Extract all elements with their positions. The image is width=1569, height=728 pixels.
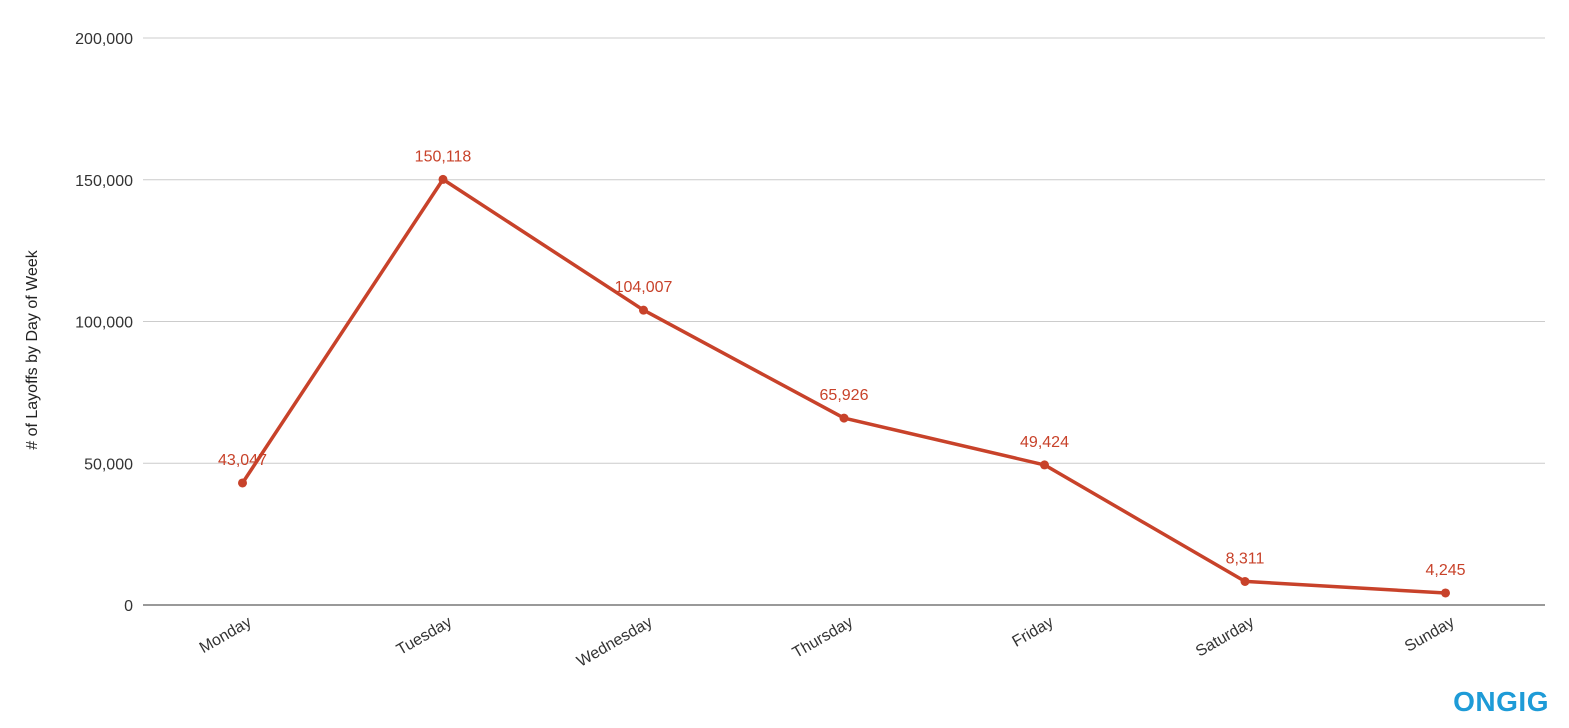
x-tick-label: Monday: [197, 614, 255, 657]
data-label: 65,926: [820, 387, 869, 404]
x-tick-label: Thursday: [790, 614, 856, 662]
x-axis-ticks: Monday Tuesday Wednesday Thursday Friday Satu…: [197, 614, 1458, 671]
y-axis-title: # of Layoffs by Day of Week: [24, 249, 41, 450]
data-point: [238, 478, 247, 488]
data-label: 8,311: [1226, 550, 1265, 567]
data-label: 4,245: [1425, 562, 1465, 579]
y-tick-label: 100,000: [75, 315, 133, 332]
gridlines: [143, 37, 1545, 606]
data-point: [639, 305, 648, 315]
data-label: 49,424: [1020, 434, 1069, 451]
data-point: [1441, 588, 1450, 598]
x-tick-label: Tuesday: [394, 614, 455, 659]
x-tick-label: Wednesday: [574, 614, 655, 671]
data-point: [839, 413, 849, 423]
data-point: [1040, 460, 1049, 470]
x-tick-label: Sunday: [1402, 614, 1457, 656]
data-labels: 43,047 150,118 104,007 65,926 49,424 8,311 4,2…: [218, 148, 1466, 579]
data-point: [438, 174, 448, 184]
y-tick-label: 200,000: [75, 31, 133, 48]
x-tick-label: Friday: [1010, 614, 1057, 651]
y-axis-ticks: 0 50,000 100,000 150,000 200,000: [75, 31, 133, 615]
data-label: 150,118: [415, 148, 472, 165]
y-tick-label: 50,000: [84, 456, 133, 473]
data-point: [1240, 576, 1250, 586]
data-label: 43,047: [218, 452, 267, 469]
ongig-logo: ONGIG: [1453, 686, 1549, 717]
data-label: 104,007: [615, 279, 673, 296]
x-tick-label: Saturday: [1193, 614, 1257, 661]
y-tick-label: 150,000: [75, 173, 133, 190]
y-tick-label: 0: [124, 598, 133, 615]
data-points: [238, 174, 1450, 598]
